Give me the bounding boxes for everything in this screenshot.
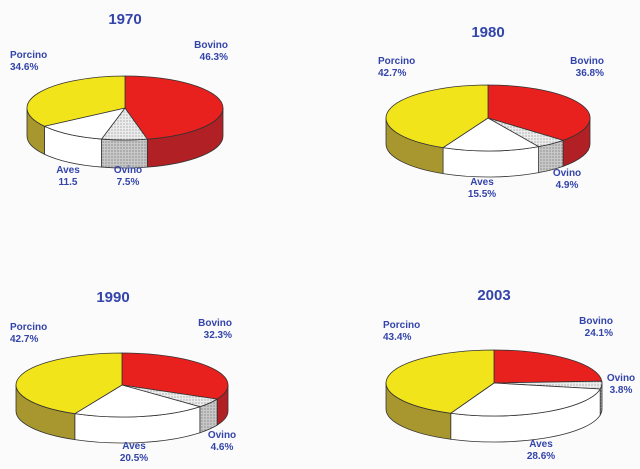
slice-value: 46.3%: [200, 52, 228, 63]
slice-name: Aves: [122, 441, 146, 452]
slice-name: Bovino: [194, 40, 228, 51]
chart-title: 2003: [477, 287, 510, 304]
pie-sides: [26, 107, 224, 169]
slice-value: 28.6%: [527, 451, 555, 462]
slice-bovino: [124, 75, 224, 140]
slice-name: Porcino: [383, 320, 420, 331]
slice-bovino: [493, 349, 603, 384]
slice-porcino: [385, 349, 495, 414]
slice-name: Aves: [529, 439, 553, 450]
slice-name: Ovino: [208, 430, 236, 441]
slice-value: 34.6%: [10, 62, 38, 73]
slice-value: 42.7%: [10, 334, 38, 345]
chart-title: 1980: [471, 24, 504, 41]
slice-name: Aves: [470, 177, 494, 188]
slice-aves: [449, 382, 601, 417]
slice-name: Porcino: [10, 50, 47, 61]
chart-title: 1970: [108, 11, 141, 28]
slice-porcino: [15, 352, 123, 415]
slice-name: Ovino: [114, 165, 142, 176]
slice-value: 42.7%: [378, 68, 406, 79]
slice-aves: [73, 384, 202, 418]
slice-porcino: [385, 84, 489, 149]
slice-value: 7.5%: [117, 177, 140, 188]
slice-value: 4.6%: [211, 442, 234, 453]
slice-bovino: [121, 352, 229, 400]
slice-value: 15.5%: [468, 189, 496, 200]
slice-bovino: [487, 84, 591, 141]
slice-value: 36.8%: [576, 68, 604, 79]
slice-value: 4.9%: [556, 180, 579, 191]
slice-value: 24.1%: [585, 328, 613, 339]
slice-name: Bovino: [570, 56, 604, 67]
slice-value: 43.4%: [383, 332, 411, 343]
slice-aves: [442, 117, 540, 152]
slice-name: Porcino: [10, 322, 47, 333]
slice-side-ovino: [101, 138, 148, 169]
slice-value: 20.5%: [120, 453, 148, 464]
slice-value: 32.3%: [204, 330, 232, 341]
slice-name: Bovino: [198, 318, 232, 329]
chart-title: 1990: [96, 289, 129, 306]
slice-name: Porcino: [378, 56, 415, 67]
slice-value: 3.8%: [610, 385, 633, 396]
slice-name: Ovino: [553, 168, 581, 179]
slice-name: Ovino: [607, 373, 635, 384]
slice-name: Aves: [56, 165, 80, 176]
slice-value: 11.5: [59, 177, 78, 188]
slice-porcino: [26, 75, 126, 127]
slice-aves: [43, 107, 126, 140]
slice-name: Bovino: [579, 316, 613, 327]
